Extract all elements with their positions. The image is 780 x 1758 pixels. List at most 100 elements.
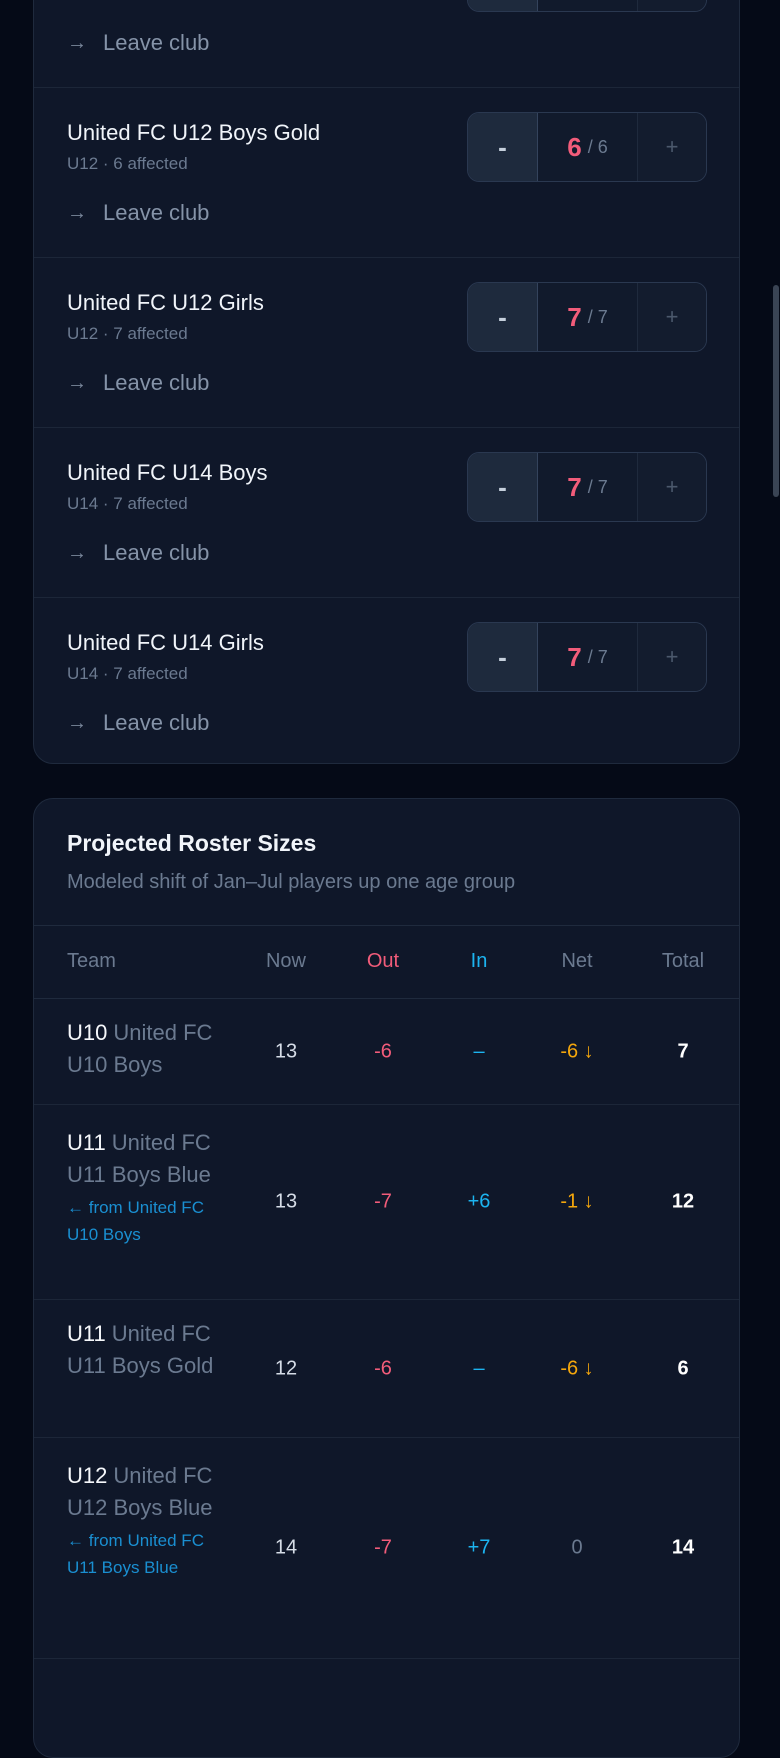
decrement-button[interactable]: - [468, 453, 538, 521]
from-link[interactable]: ← from United FC U11 Boys Blue [67, 1531, 204, 1577]
max-count: / 7 [587, 646, 608, 667]
team-row: United FC U12 Girls U12 · 7 affected - 7… [34, 258, 739, 428]
age-group: U10 [67, 1020, 108, 1045]
team-subtitle: U14 · 7 affected [67, 494, 188, 513]
leave-club-label: Leave club [103, 200, 210, 225]
table-row: U11 United FC U11 Boys Gold 12 -6 – -6 ↓ 6 [34, 1300, 739, 1438]
now-cell: 14 [274, 1536, 298, 1559]
projected-roster-card: Projected Roster Sizes Modeled shift of … [33, 798, 740, 1758]
team-row: United FC U14 Girls U14 · 7 affected - 7… [34, 598, 739, 763]
team-row: - + → Leave club [34, 0, 739, 88]
max-count: / 7 [587, 306, 608, 327]
selected-count: 7 [567, 471, 582, 502]
increment-button[interactable]: + [637, 623, 706, 691]
max-count: / 7 [587, 476, 608, 497]
increment-button[interactable]: + [637, 283, 706, 351]
player-stepper: - 7/ 7 + [467, 622, 707, 692]
total-cell: 14 [671, 1536, 695, 1559]
now-cell: 13 [274, 1190, 298, 1213]
out-cell: -7 [374, 1190, 392, 1213]
team-name: United FC U12 Boys Gold [67, 120, 321, 145]
table-header: Team Now Out In Net Total [34, 925, 739, 999]
total-cell: 6 [677, 1357, 689, 1379]
arrow-right-icon: → [67, 541, 87, 564]
leave-club-label: Leave club [103, 370, 210, 395]
arrow-right-icon: → [67, 201, 87, 224]
max-count: / 6 [587, 136, 608, 157]
header-in: In [470, 950, 488, 972]
player-stepper: - 7/ 7 + [467, 452, 707, 522]
header-team: Team [67, 950, 116, 972]
leave-club-label: Leave club [103, 30, 210, 55]
leave-club-button[interactable]: → Leave club [67, 30, 209, 56]
decrement-button[interactable]: - [468, 113, 538, 181]
team-subtitle: U12 · 6 affected [67, 154, 188, 173]
total-cell: 7 [677, 1040, 689, 1062]
increment-button[interactable]: + [637, 113, 706, 181]
out-cell: -7 [374, 1536, 392, 1559]
team-row: United FC U14 Boys U14 · 7 affected - 7/… [34, 428, 739, 598]
team-name: United FC U12 Boys Blue [67, 1463, 213, 1520]
header-now: Now [265, 950, 306, 972]
selected-count: 7 [567, 301, 582, 332]
stepper-value: 7/ 7 [538, 453, 637, 521]
header-net: Net [561, 950, 593, 972]
player-stepper: - 6/ 6 + [467, 112, 707, 182]
stepper-value: 7/ 7 [538, 623, 637, 691]
net-cell: -1 ↓ [560, 1190, 594, 1213]
in-cell: – [473, 1357, 485, 1379]
decrement-button[interactable]: - [468, 283, 538, 351]
team-subtitle: U12 · 7 affected [67, 324, 188, 343]
age-group: U11 [67, 1130, 106, 1155]
net-cell: -6 ↓ [560, 1357, 594, 1379]
increment-button[interactable]: + [637, 453, 706, 521]
out-cell: -6 [374, 1040, 392, 1062]
header-total: Total [661, 950, 705, 972]
total-cell: 12 [671, 1190, 695, 1213]
now-cell: 12 [274, 1357, 298, 1379]
scrollbar[interactable] [773, 285, 779, 497]
section-title: Projected Roster Sizes [67, 830, 317, 856]
team-name: United FC U14 Boys [67, 460, 268, 485]
leave-club-label: Leave club [103, 540, 210, 565]
team-name: United FC U11 Boys Gold [67, 1321, 214, 1378]
team-name: United FC U12 Girls [67, 290, 264, 315]
team-subtitle: U14 · 7 affected [67, 664, 188, 683]
player-stepper: - + [467, 0, 707, 12]
in-cell: – [473, 1040, 485, 1062]
age-group: U12 [67, 1463, 108, 1488]
increment-button[interactable]: + [637, 0, 706, 11]
team-cell: U11 United FC U11 Boys Gold [67, 1318, 217, 1382]
table-row: U12 United FC U12 Boys Blue ← from United … [34, 1438, 739, 1659]
team-row: United FC U12 Boys Gold U12 · 6 affected… [34, 88, 739, 258]
stepper-value [538, 0, 637, 11]
selected-count: 7 [567, 641, 582, 672]
decrement-button[interactable]: - [468, 623, 538, 691]
stepper-value: 7/ 7 [538, 283, 637, 351]
arrow-right-icon: → [67, 31, 87, 54]
table-row: U11 United FC U11 Boys Blue ← from United … [34, 1105, 739, 1300]
stepper-value: 6/ 6 [538, 113, 637, 181]
arrow-right-icon: → [67, 711, 87, 734]
out-cell: -6 [374, 1357, 392, 1379]
leave-club-button[interactable]: → Leave club [67, 200, 209, 226]
decrement-button[interactable]: - [468, 0, 538, 11]
in-cell: +6 [467, 1190, 491, 1213]
net-cell: 0 [571, 1536, 583, 1559]
team-name: United FC U14 Girls [67, 630, 264, 655]
header-out: Out [366, 950, 400, 972]
section-subtitle: Modeled shift of Jan–Jul players up one … [67, 871, 516, 893]
selected-count: 6 [567, 131, 582, 162]
team-name: United FC U11 Boys Blue [67, 1130, 211, 1187]
net-cell: -6 ↓ [560, 1040, 594, 1062]
in-cell: +7 [467, 1536, 491, 1559]
team-cell: U10 United FC U10 Boys [67, 1017, 217, 1081]
team-cell: U12 United FC U12 Boys Blue ← from United … [67, 1460, 217, 1581]
from-link[interactable]: ← from United FC U10 Boys [67, 1198, 204, 1244]
leave-club-button[interactable]: → Leave club [67, 710, 209, 736]
table-row: U10 United FC U10 Boys 13 -6 – -6 ↓ 7 [34, 999, 739, 1105]
now-cell: 13 [274, 1040, 298, 1062]
leave-club-button[interactable]: → Leave club [67, 370, 209, 396]
leave-club-button[interactable]: → Leave club [67, 540, 209, 566]
